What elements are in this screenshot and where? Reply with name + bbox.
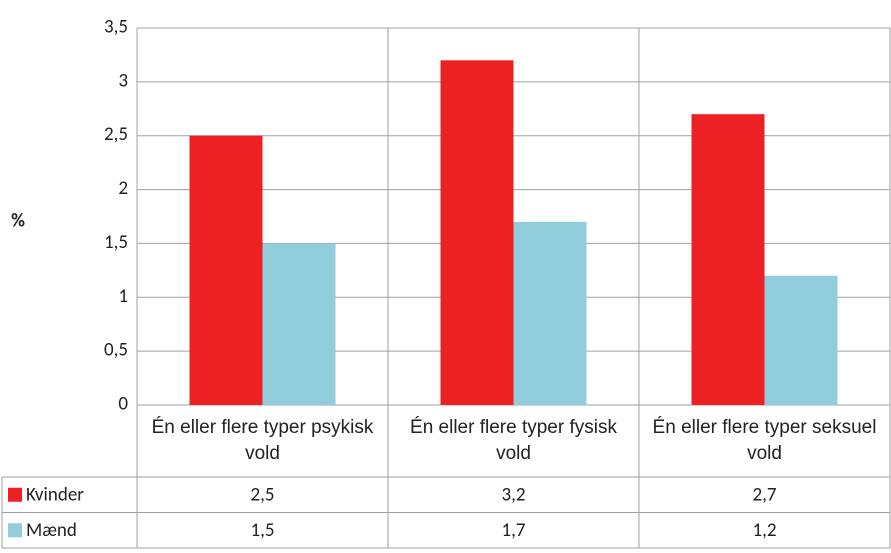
legend-label: Kvinder <box>26 483 84 506</box>
bar <box>513 221 587 405</box>
y-tick-label: 2,5 <box>104 123 128 146</box>
bar <box>440 60 514 406</box>
x-tick-label: Én eller flere typer psykisk vold <box>151 417 374 464</box>
table-value: 1,7 <box>501 519 525 542</box>
table-value: 1,2 <box>752 519 776 542</box>
x-tick-label: Én eller flere typer fysisk vold <box>410 417 617 464</box>
legend-label: Mænd <box>26 519 77 542</box>
bar <box>691 114 765 406</box>
y-tick-label: 0,5 <box>104 339 128 362</box>
table-value: 2,7 <box>752 483 776 506</box>
x-tick-label: Én eller flere typer seksuel vold <box>652 417 877 464</box>
bar <box>189 135 263 405</box>
y-tick-label: 3,5 <box>104 16 128 39</box>
legend-swatch <box>8 487 22 502</box>
bar <box>262 243 336 405</box>
y-axis-label: % <box>11 210 25 233</box>
y-tick-label: 3 <box>118 69 128 92</box>
y-tick-label: 1,5 <box>104 231 128 254</box>
y-tick-label: 1 <box>118 285 128 308</box>
legend-swatch <box>8 523 22 538</box>
bar <box>764 275 838 405</box>
y-tick-label: 2 <box>118 177 128 200</box>
table-value: 2,5 <box>250 483 274 506</box>
table-value: 1,5 <box>250 519 274 542</box>
y-tick-label: 0 <box>118 393 128 416</box>
table-value: 3,2 <box>501 483 525 506</box>
